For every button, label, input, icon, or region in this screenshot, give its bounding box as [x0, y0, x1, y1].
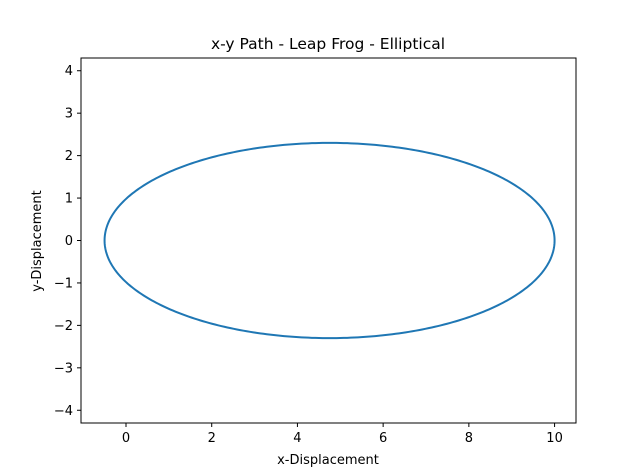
y-tick-label: 1 — [65, 192, 73, 207]
x-tick-label: 2 — [208, 431, 216, 446]
plot-area — [103, 141, 556, 340]
orbit-path-line — [103, 141, 556, 340]
x-axis-label: x-Displacement — [277, 453, 379, 468]
y-tick-label: −2 — [54, 319, 73, 334]
y-tick-label: −3 — [54, 361, 73, 376]
x-axis: 0 2 4 6 8 10 — [122, 423, 563, 446]
chart-title: x-y Path - Leap Frog - Elliptical — [211, 35, 445, 53]
y-tick-label: −4 — [54, 404, 73, 419]
y-tick-label: 3 — [65, 107, 73, 122]
y-tick-label: 2 — [65, 149, 73, 164]
x-tick-label: 4 — [293, 431, 301, 446]
y-axis: −4 −3 −2 −1 0 1 2 3 4 — [54, 64, 81, 419]
axes-frame — [80, 57, 577, 424]
y-axis-label: y-Displacement — [30, 190, 45, 292]
x-tick-label: 10 — [546, 431, 563, 446]
x-tick-label: 8 — [465, 431, 473, 446]
x-tick-label: 0 — [122, 431, 130, 446]
x-tick-label: 6 — [379, 431, 387, 446]
y-tick-label: 0 — [65, 234, 73, 249]
y-tick-label: 4 — [65, 64, 73, 79]
y-tick-label: −1 — [54, 276, 73, 291]
